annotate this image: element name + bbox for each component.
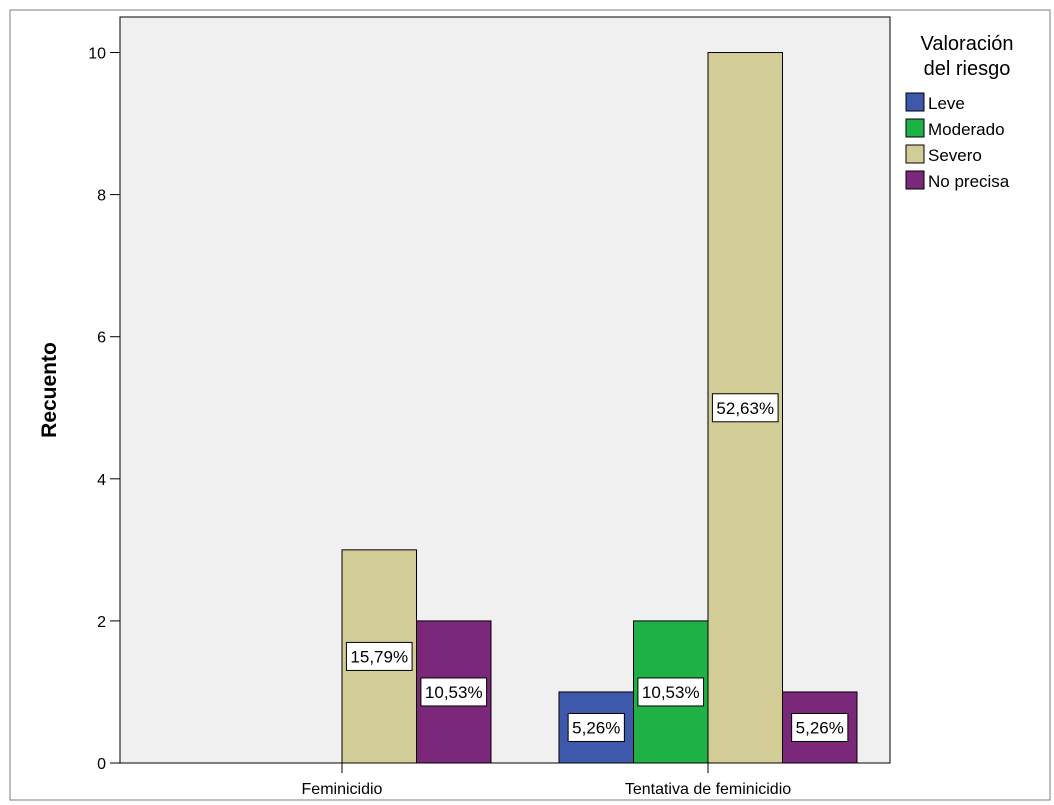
legend-swatch: [905, 144, 925, 164]
y-tick-label: 8: [97, 188, 106, 205]
data-label: 10,53%: [420, 677, 488, 707]
data-label: 52,63%: [711, 393, 779, 423]
x-tick-label: Tentativa de feminicidio: [625, 781, 791, 798]
y-tick-label: 4: [97, 472, 106, 489]
data-label-text: 52,63%: [716, 399, 774, 418]
data-label-text: 5,26%: [796, 718, 844, 737]
data-label-text: 10,53%: [425, 683, 483, 702]
data-label-text: 15,79%: [350, 647, 408, 666]
legend-title-line-2: del riesgo: [924, 58, 1011, 80]
data-label: 5,26%: [567, 712, 625, 742]
x-tick-label: Feminicidio: [302, 781, 383, 798]
legend-label: Severo: [928, 146, 982, 165]
data-label-box: [420, 677, 488, 707]
data-label-text: 10,53%: [642, 683, 700, 702]
legend: Valoración del riesgo Leve Moderado Severo…: [905, 33, 1014, 191]
legend-label: No precisa: [928, 172, 1010, 191]
y-axis-title: Recuento: [38, 342, 61, 438]
y-tick-label: 6: [97, 330, 106, 347]
data-label-box: [711, 393, 779, 423]
data-label-box: [345, 641, 413, 671]
data-labels: 15,79% 10,53% 5,26% 10,53% 52,63% 5,26%: [345, 393, 849, 742]
data-label-box: [637, 677, 705, 707]
legend-title-line-1: Valoración: [920, 33, 1013, 55]
data-label: 5,26%: [791, 712, 849, 742]
data-label: 15,79%: [345, 641, 413, 671]
x-axis: Feminicidio Tentativa de feminicidio: [302, 763, 791, 798]
legend-swatch: [905, 92, 925, 112]
data-label: 10,53%: [637, 677, 705, 707]
data-label-text: 5,26%: [572, 718, 620, 737]
data-label-box: [567, 712, 625, 742]
y-tick-label: 10: [88, 46, 106, 63]
legend-label: Leve: [928, 94, 965, 113]
y-tick-label: 0: [97, 756, 106, 773]
data-label-box: [791, 712, 849, 742]
legend-label: Moderado: [928, 120, 1005, 139]
legend-swatch: [905, 118, 925, 138]
y-tick-label: 2: [97, 614, 106, 631]
y-axis: 0 2 4 6 8 10: [88, 46, 120, 773]
legend-swatch: [905, 170, 925, 190]
